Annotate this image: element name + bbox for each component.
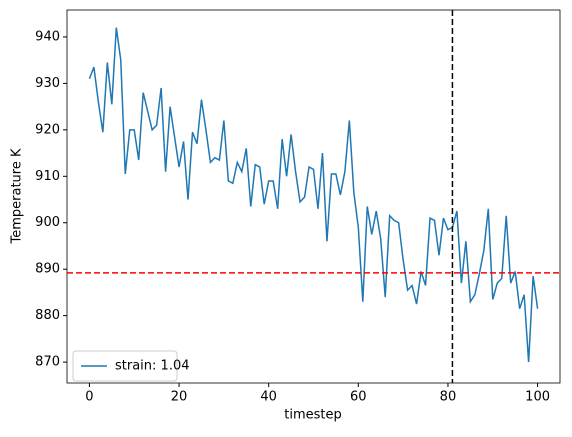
x-tick-label: 20 [171, 390, 188, 405]
plot-frame [66, 9, 561, 384]
legend-label: strain: 1.04 [115, 359, 190, 374]
x-tick-label: 80 [440, 390, 457, 405]
y-tick-label: 940 [35, 29, 60, 44]
y-tick-label: 880 [35, 308, 60, 323]
y-tick-label: 920 [35, 122, 60, 137]
y-tick-label: 900 [35, 215, 60, 230]
data-line [88, 27, 539, 363]
x-axis-label: timestep [284, 408, 342, 423]
y-tick-label: 930 [35, 76, 60, 91]
y-tick-label: 870 [35, 355, 60, 370]
legend-box [72, 350, 178, 382]
y-axis-label: Temperature K [10, 148, 25, 244]
x-tick-label: 60 [350, 390, 367, 405]
x-tick-label: 0 [85, 390, 93, 405]
x-tick-label: 100 [525, 390, 550, 405]
x-tick-label: 40 [260, 390, 277, 405]
y-tick-label: 910 [35, 169, 60, 184]
y-tick-label: 890 [35, 262, 60, 277]
